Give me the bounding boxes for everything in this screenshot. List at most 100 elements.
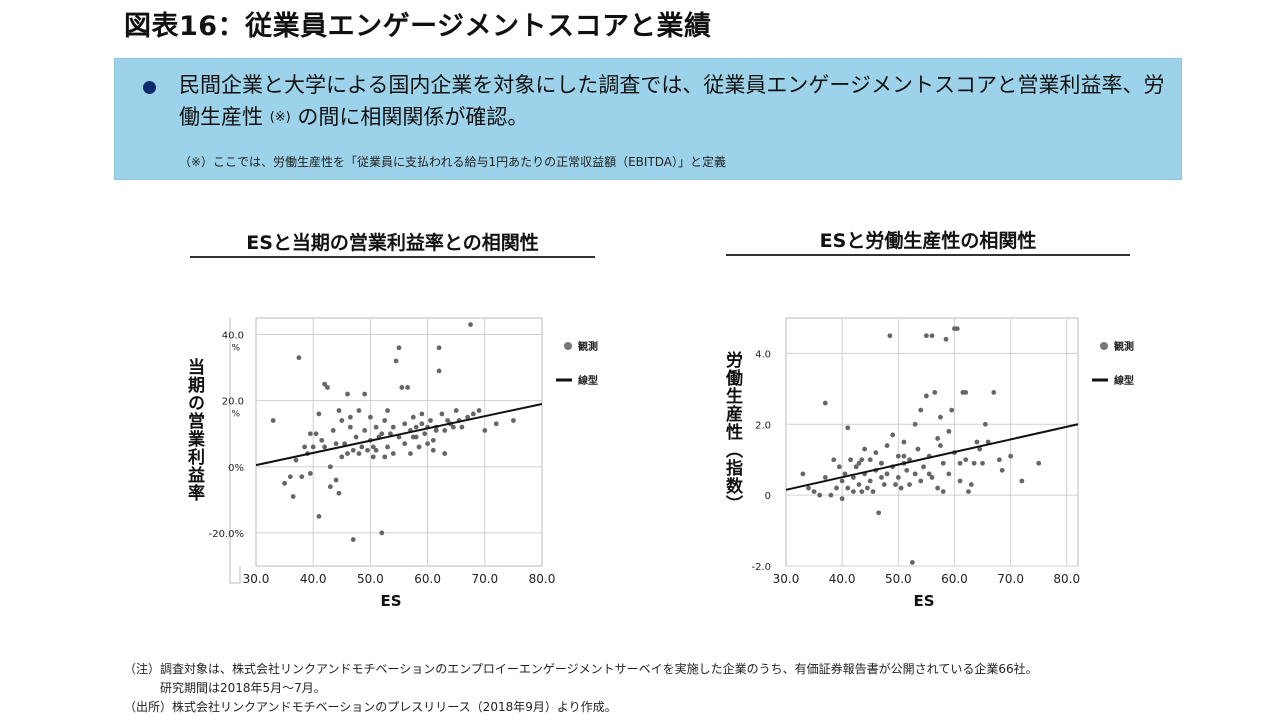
legend-observed-marker <box>564 342 572 350</box>
data-point <box>879 460 884 466</box>
data-point <box>425 441 430 447</box>
data-point <box>345 451 350 456</box>
x-tick-label: 70.0 <box>471 572 498 586</box>
data-point <box>385 444 390 450</box>
data-point <box>929 333 935 339</box>
data-point <box>327 484 333 490</box>
data-point <box>439 411 445 417</box>
data-point <box>811 489 817 494</box>
summary-text-after: の間に相関関係が確認。 <box>297 105 529 129</box>
data-point <box>379 431 385 437</box>
data-point <box>368 414 373 420</box>
data-point <box>382 418 388 423</box>
data-point <box>907 482 912 487</box>
data-point <box>974 439 980 445</box>
data-point <box>390 451 396 456</box>
y-tick-label: 0 <box>765 491 771 502</box>
data-point <box>943 336 949 342</box>
data-point <box>901 453 907 459</box>
note-line-3: （出所）株式会社リンクアンドモチベーションのプレスリリース（2018年9月）より… <box>124 700 617 714</box>
data-point <box>413 424 419 430</box>
note-line-2: 研究期間は2018年5月～7月。 <box>124 681 326 695</box>
legend-observed-marker <box>1100 342 1108 350</box>
chart2-title: ESと労働生産性の相関性 <box>819 230 1037 252</box>
data-point <box>410 414 416 420</box>
data-point <box>402 441 408 447</box>
data-point <box>881 482 887 487</box>
data-point <box>996 457 1002 463</box>
data-point <box>299 474 305 480</box>
data-point <box>416 444 422 450</box>
data-point <box>445 418 451 423</box>
y-tick-label: 20.0 <box>222 397 244 408</box>
data-point <box>890 432 896 438</box>
axis-frame <box>229 318 241 584</box>
summary-footnote: （※）ここでは、労働生産性を「従業員に支払われる給与1円あたりの正常収益額（EB… <box>179 155 727 169</box>
y-tick-label: -20.0% <box>209 529 244 540</box>
x-axis-label: ES <box>380 592 401 610</box>
x-tick-label: 60.0 <box>941 572 968 586</box>
data-point <box>898 485 904 491</box>
trend-line <box>255 402 543 467</box>
data-point <box>940 489 946 494</box>
data-point <box>800 471 806 477</box>
chart1-title-rule <box>190 256 595 258</box>
data-point <box>935 485 941 491</box>
data-point <box>1019 478 1025 484</box>
data-point <box>382 454 388 460</box>
data-point <box>393 358 399 364</box>
data-point <box>307 471 313 476</box>
legend-linear-label: 線型 <box>1114 374 1134 387</box>
data-point <box>302 444 308 450</box>
note-line-1: （注）調査対象は、株式会社リンクアンドモチベーションのエンプロイーエンゲージメン… <box>124 662 1038 676</box>
data-point <box>904 467 910 473</box>
data-point <box>966 489 971 494</box>
data-point <box>319 437 325 443</box>
page-title: 図表16：従業員エンゲージメントスコアと業績 <box>124 11 712 42</box>
plot-frame <box>255 317 543 567</box>
data-point <box>327 464 333 470</box>
data-point <box>350 447 356 453</box>
x-tick-label: 60.0 <box>414 572 441 586</box>
data-point <box>293 457 299 463</box>
data-point <box>929 475 935 480</box>
data-point <box>887 333 893 339</box>
data-point <box>396 345 402 351</box>
data-point <box>399 385 405 390</box>
data-point <box>940 460 946 466</box>
data-point <box>370 444 376 450</box>
data-point <box>336 490 342 496</box>
data-point <box>901 439 907 445</box>
summary-text: 民間企業と大学による国内企業を対象にした調査では、従業員エンゲージメントスコアと… <box>179 69 1169 134</box>
x-tick-label: 80.0 <box>1053 572 1080 586</box>
data-point <box>817 492 823 498</box>
data-point <box>345 391 350 397</box>
data-point <box>316 514 322 519</box>
data-point <box>359 444 365 450</box>
data-point <box>867 478 873 484</box>
data-point <box>408 451 413 456</box>
y-tick-label: -2.0 <box>751 562 771 573</box>
y-tick-label: 4.0 <box>755 349 771 360</box>
trend-line <box>785 423 1079 491</box>
data-point <box>385 408 390 413</box>
data-point <box>946 471 952 477</box>
data-point <box>310 444 316 450</box>
data-point <box>932 390 938 395</box>
data-point <box>422 431 428 437</box>
data-point <box>954 326 960 332</box>
data-point <box>873 450 879 456</box>
data-point <box>845 485 851 491</box>
data-point <box>313 431 319 437</box>
data-point <box>915 446 921 452</box>
data-point <box>923 333 929 339</box>
data-point <box>459 424 465 430</box>
data-point <box>839 496 845 502</box>
data-point <box>949 407 955 413</box>
data-point <box>867 457 873 463</box>
data-point <box>287 474 293 480</box>
data-point <box>912 471 918 477</box>
legend-observed-label: 観測 <box>1114 340 1134 353</box>
data-point <box>853 464 859 470</box>
data-point <box>468 322 473 328</box>
